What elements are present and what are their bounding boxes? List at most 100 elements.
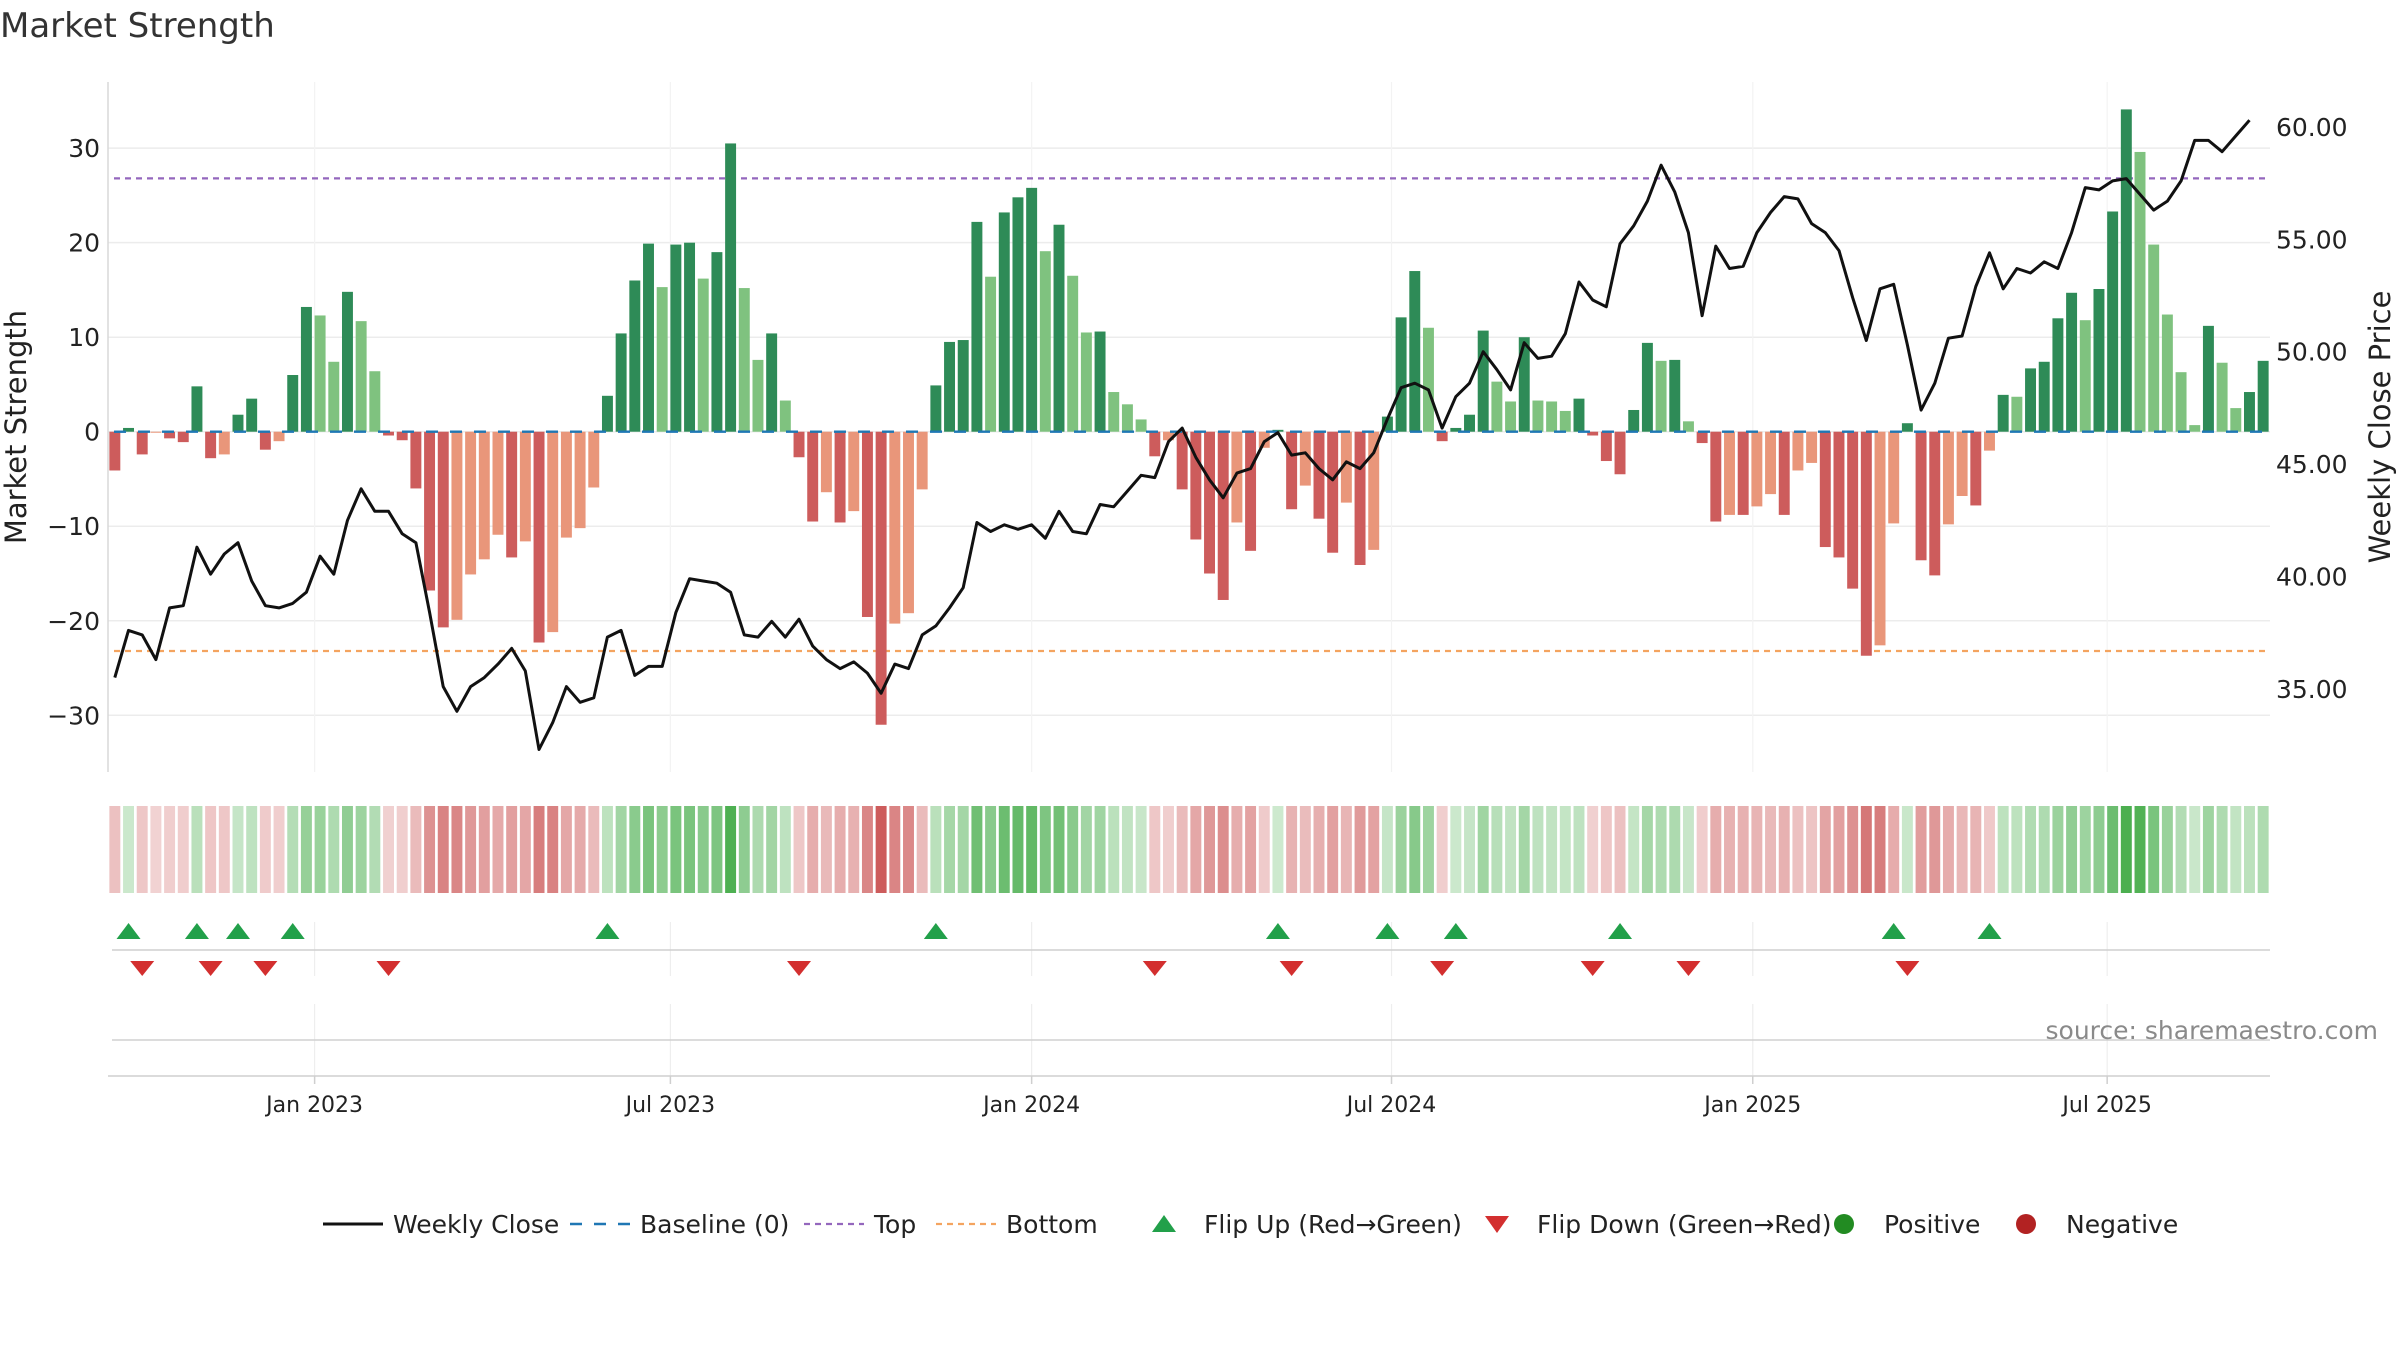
- heat-cell: [670, 806, 682, 893]
- heat-cell: [1464, 806, 1475, 893]
- heat-cell: [273, 806, 285, 893]
- heat-cell: [424, 806, 436, 893]
- strength-bar: [1491, 381, 1503, 432]
- strength-bar: [1395, 317, 1407, 432]
- strength-bar: [957, 340, 969, 432]
- heat-cell: [1163, 806, 1174, 893]
- strength-bar: [684, 242, 696, 432]
- flip-down-marker: [1279, 961, 1304, 976]
- heat-cell: [396, 806, 408, 893]
- weekly-close-line: [113, 119, 2251, 751]
- heat-cell: [1765, 806, 1777, 893]
- strength-bar: [574, 431, 586, 529]
- strength-bar: [1806, 431, 1818, 463]
- heat-cell: [1559, 806, 1571, 893]
- strength-bar: [560, 431, 572, 538]
- strength-bar: [1450, 427, 1462, 432]
- strength-bar: [478, 431, 490, 560]
- legend-label-top: Top: [873, 1210, 916, 1239]
- heat-cell: [1792, 806, 1804, 893]
- strength-bar: [1204, 431, 1215, 574]
- legend-label-negative: Negative: [2066, 1210, 2178, 1239]
- strength-bar: [1039, 251, 1051, 432]
- strength-bar: [492, 431, 504, 535]
- heat-cell: [615, 806, 627, 893]
- heat-cell: [2161, 806, 2173, 893]
- strength-bar: [1217, 431, 1229, 600]
- heat-cell: [1231, 806, 1243, 893]
- flip-down-marker: [1580, 961, 1605, 976]
- heat-cell: [547, 806, 559, 893]
- strength-bar: [2257, 360, 2269, 432]
- strength-bar: [1121, 404, 1133, 432]
- strength-bar: [314, 315, 326, 432]
- strength-bar: [643, 243, 654, 432]
- legend-label-bottom: Bottom: [1006, 1210, 1098, 1239]
- strength-bar: [2011, 396, 2023, 432]
- strength-bar: [2079, 320, 2091, 432]
- flip-up-marker: [225, 923, 250, 939]
- y-tick-label: −30: [47, 701, 100, 730]
- strength-bar: [259, 431, 271, 450]
- heat-cell: [1135, 806, 1147, 893]
- heat-cell: [601, 806, 613, 893]
- strength-bar: [1724, 431, 1735, 515]
- strength-bar: [916, 431, 928, 490]
- heat-cell: [191, 806, 203, 893]
- strength-bar: [451, 431, 463, 620]
- heat-cell: [684, 806, 696, 893]
- strength-bar: [2066, 292, 2078, 432]
- heat-cell: [1258, 806, 1270, 893]
- heat-cell: [588, 806, 600, 893]
- strength-bar: [2148, 244, 2160, 432]
- strength-bar: [2038, 361, 2050, 432]
- strength-bar: [697, 278, 709, 432]
- heat-cell: [1778, 806, 1790, 893]
- strength-bar: [506, 431, 518, 558]
- strength-bar: [1299, 431, 1311, 486]
- heat-cell: [1026, 806, 1038, 893]
- heat-cell: [2066, 806, 2078, 893]
- strength-bar: [1286, 431, 1298, 510]
- heat-cell: [1327, 806, 1339, 893]
- strength-bar: [2230, 408, 2242, 432]
- strength-bar: [848, 431, 860, 512]
- strength-bar: [1929, 431, 1941, 576]
- y2-tick-label: 60.00: [2276, 113, 2348, 142]
- heat-cell: [793, 806, 805, 893]
- x-tick-label: Jul 2025: [2060, 1093, 2152, 1118]
- heat-cell: [369, 806, 381, 893]
- flip-up-marker: [1977, 923, 2002, 939]
- legend-label-flip-down: Flip Down (Green→Red): [1537, 1210, 1832, 1239]
- flip-down-marker: [1895, 961, 1920, 976]
- y-tick-label: −20: [47, 607, 100, 636]
- strength-bar: [232, 414, 244, 432]
- strength-bar: [2120, 109, 2132, 432]
- strength-bar: [1368, 431, 1380, 550]
- heat-cell: [2120, 806, 2132, 893]
- strength-bar: [1901, 423, 1913, 432]
- heat-cell: [574, 806, 586, 893]
- strength-bar: [1436, 431, 1448, 442]
- flip-down-marker: [1142, 961, 1167, 976]
- strength-bar: [793, 431, 805, 458]
- strength-bar: [971, 221, 983, 432]
- strength-bar: [1833, 431, 1845, 558]
- flip-down-marker: [198, 961, 223, 976]
- heat-cell: [1860, 806, 1872, 893]
- strength-bar: [1313, 431, 1325, 519]
- heat-cell: [1108, 806, 1120, 893]
- heat-cell: [2079, 806, 2091, 893]
- heat-cell: [971, 806, 983, 893]
- strength-bar: [889, 431, 901, 624]
- heat-cell: [1039, 806, 1051, 893]
- strength-bar: [779, 400, 791, 432]
- strength-bar: [615, 333, 627, 432]
- heat-cell: [1368, 806, 1380, 893]
- strength-bar: [2175, 372, 2187, 432]
- strength-bar: [355, 321, 367, 432]
- strength-bar: [205, 431, 217, 459]
- heat-cell: [1956, 806, 1968, 893]
